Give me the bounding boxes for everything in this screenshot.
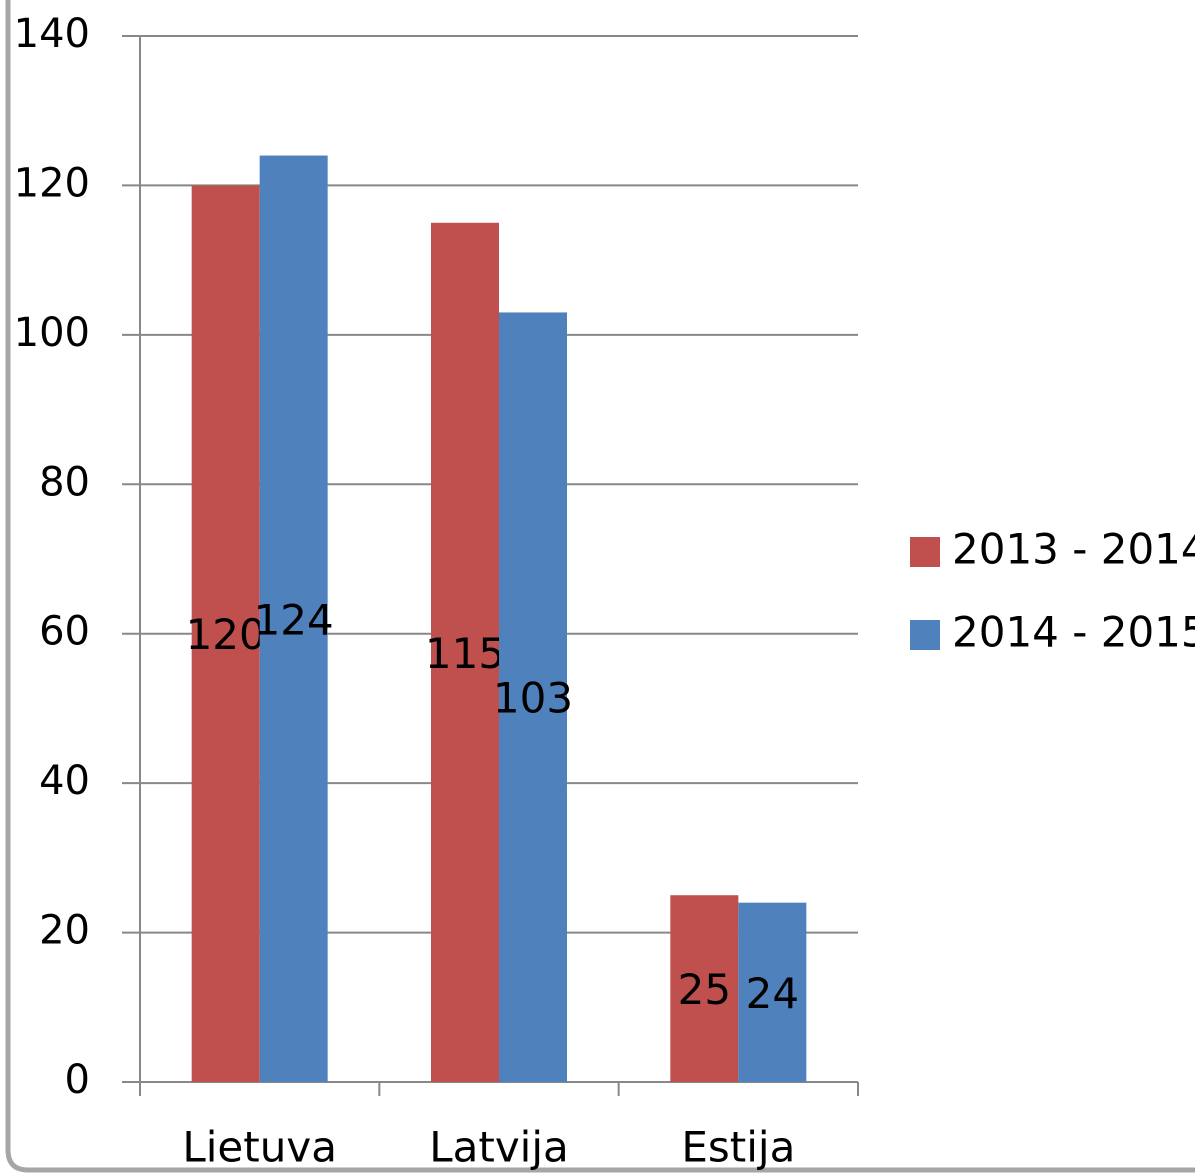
x-tick-label: Lietuva <box>182 1123 337 1172</box>
y-tick-label: 0 <box>65 1057 90 1103</box>
legend-label: 2014 - 2015 <box>952 608 1195 657</box>
y-tick-label: 100 <box>14 310 90 356</box>
y-tick-label: 140 <box>14 11 90 57</box>
frame <box>5 0 1195 1173</box>
bar <box>499 312 567 1082</box>
data-label: 24 <box>746 969 799 1018</box>
data-label: 120 <box>186 610 266 659</box>
bar <box>431 222 499 1083</box>
data-label: 25 <box>678 965 731 1014</box>
legend-label: 2013 - 2014 <box>952 525 1195 574</box>
data-label: 124 <box>254 595 334 644</box>
bar <box>738 902 807 1082</box>
y-tick-label: 60 <box>39 609 90 655</box>
y-tick-label: 20 <box>39 908 90 954</box>
data-label: 115 <box>425 629 505 678</box>
y-tick-label: 80 <box>39 459 90 505</box>
y-tick-label: 40 <box>39 758 90 804</box>
legend-swatch <box>910 537 940 567</box>
legend-swatch <box>910 620 940 650</box>
data-label: 103 <box>493 674 573 723</box>
x-tick-label: Estija <box>681 1123 795 1172</box>
bar <box>259 155 328 1083</box>
y-tick-label: 120 <box>14 160 90 206</box>
x-tick-label: Latvija <box>429 1123 569 1172</box>
bar <box>191 185 260 1082</box>
bar <box>670 895 739 1082</box>
